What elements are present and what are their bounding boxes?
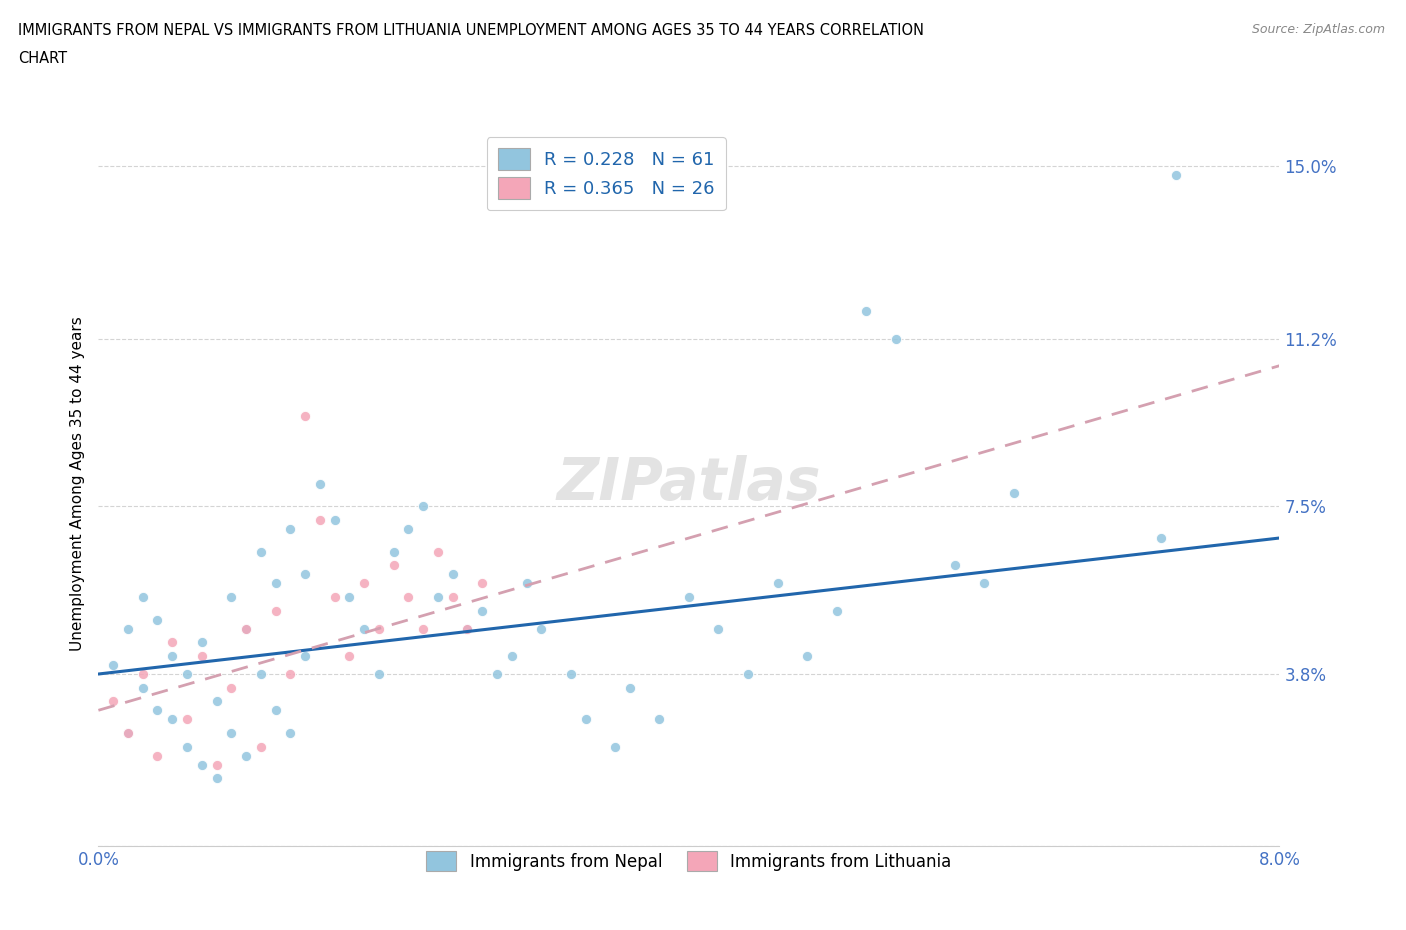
Point [825,604,848,618]
Point [339,590,361,604]
Point [766,576,789,591]
Point [264,703,287,718]
Point [280,667,302,682]
Point [280,522,302,537]
Point [412,621,434,636]
Point [427,544,450,559]
Point [943,558,966,573]
Point [294,567,316,582]
Point [560,667,582,682]
Point [294,648,316,663]
Point [176,739,198,754]
Point [501,648,523,663]
Point [235,748,257,763]
Text: Source: ZipAtlas.com: Source: ZipAtlas.com [1251,23,1385,36]
Point [884,331,907,346]
Point [191,757,214,772]
Text: IMMIGRANTS FROM NEPAL VS IMMIGRANTS FROM LITHUANIA UNEMPLOYMENT AMONG AGES 35 TO: IMMIGRANTS FROM NEPAL VS IMMIGRANTS FROM… [18,23,924,38]
Point [707,621,730,636]
Point [146,748,169,763]
Point [471,604,494,618]
Point [294,408,316,423]
Point [235,621,257,636]
Point [162,635,183,650]
Point [398,522,420,537]
Point [280,725,302,740]
Legend: Immigrants from Nepal, Immigrants from Lithuania: Immigrants from Nepal, Immigrants from L… [419,844,959,878]
Point [471,576,494,591]
Point [103,658,125,672]
Point [368,667,391,682]
Point [221,680,243,695]
Point [176,712,198,727]
Text: ZIPatlas: ZIPatlas [557,455,821,512]
Point [648,712,671,727]
Point [353,621,375,636]
Point [427,590,450,604]
Point [162,648,183,663]
Point [117,725,139,740]
Point [605,739,627,754]
Point [678,590,700,604]
Point [191,635,214,650]
Point [132,590,155,604]
Point [1150,530,1173,545]
Point [368,621,391,636]
Point [353,576,375,591]
Point [412,498,434,513]
Point [221,725,243,740]
Point [103,694,125,709]
Point [382,544,405,559]
Point [1166,168,1188,183]
Point [575,712,598,727]
Point [205,694,228,709]
Point [855,304,877,319]
Point [516,576,538,591]
Point [309,512,332,527]
Point [486,667,509,682]
Point [132,667,155,682]
Point [176,667,198,682]
Point [117,725,139,740]
Point [737,667,759,682]
Point [457,621,479,636]
Point [382,558,405,573]
Point [323,590,346,604]
Point [441,567,464,582]
Point [441,590,464,604]
Point [1002,485,1025,500]
Point [221,590,243,604]
Point [619,680,641,695]
Point [191,648,214,663]
Point [205,771,228,786]
Point [457,621,479,636]
Point [264,576,287,591]
Point [205,757,228,772]
Point [250,544,273,559]
Point [250,739,273,754]
Point [235,621,257,636]
Point [398,590,420,604]
Point [250,667,273,682]
Y-axis label: Unemployment Among Ages 35 to 44 years: Unemployment Among Ages 35 to 44 years [69,316,84,651]
Text: CHART: CHART [18,51,67,66]
Point [796,648,818,663]
Point [339,648,361,663]
Point [146,703,169,718]
Point [132,680,155,695]
Point [162,712,183,727]
Point [309,476,332,491]
Point [530,621,553,636]
Point [323,512,346,527]
Point [973,576,995,591]
Point [146,612,169,627]
Point [117,621,139,636]
Point [264,604,287,618]
